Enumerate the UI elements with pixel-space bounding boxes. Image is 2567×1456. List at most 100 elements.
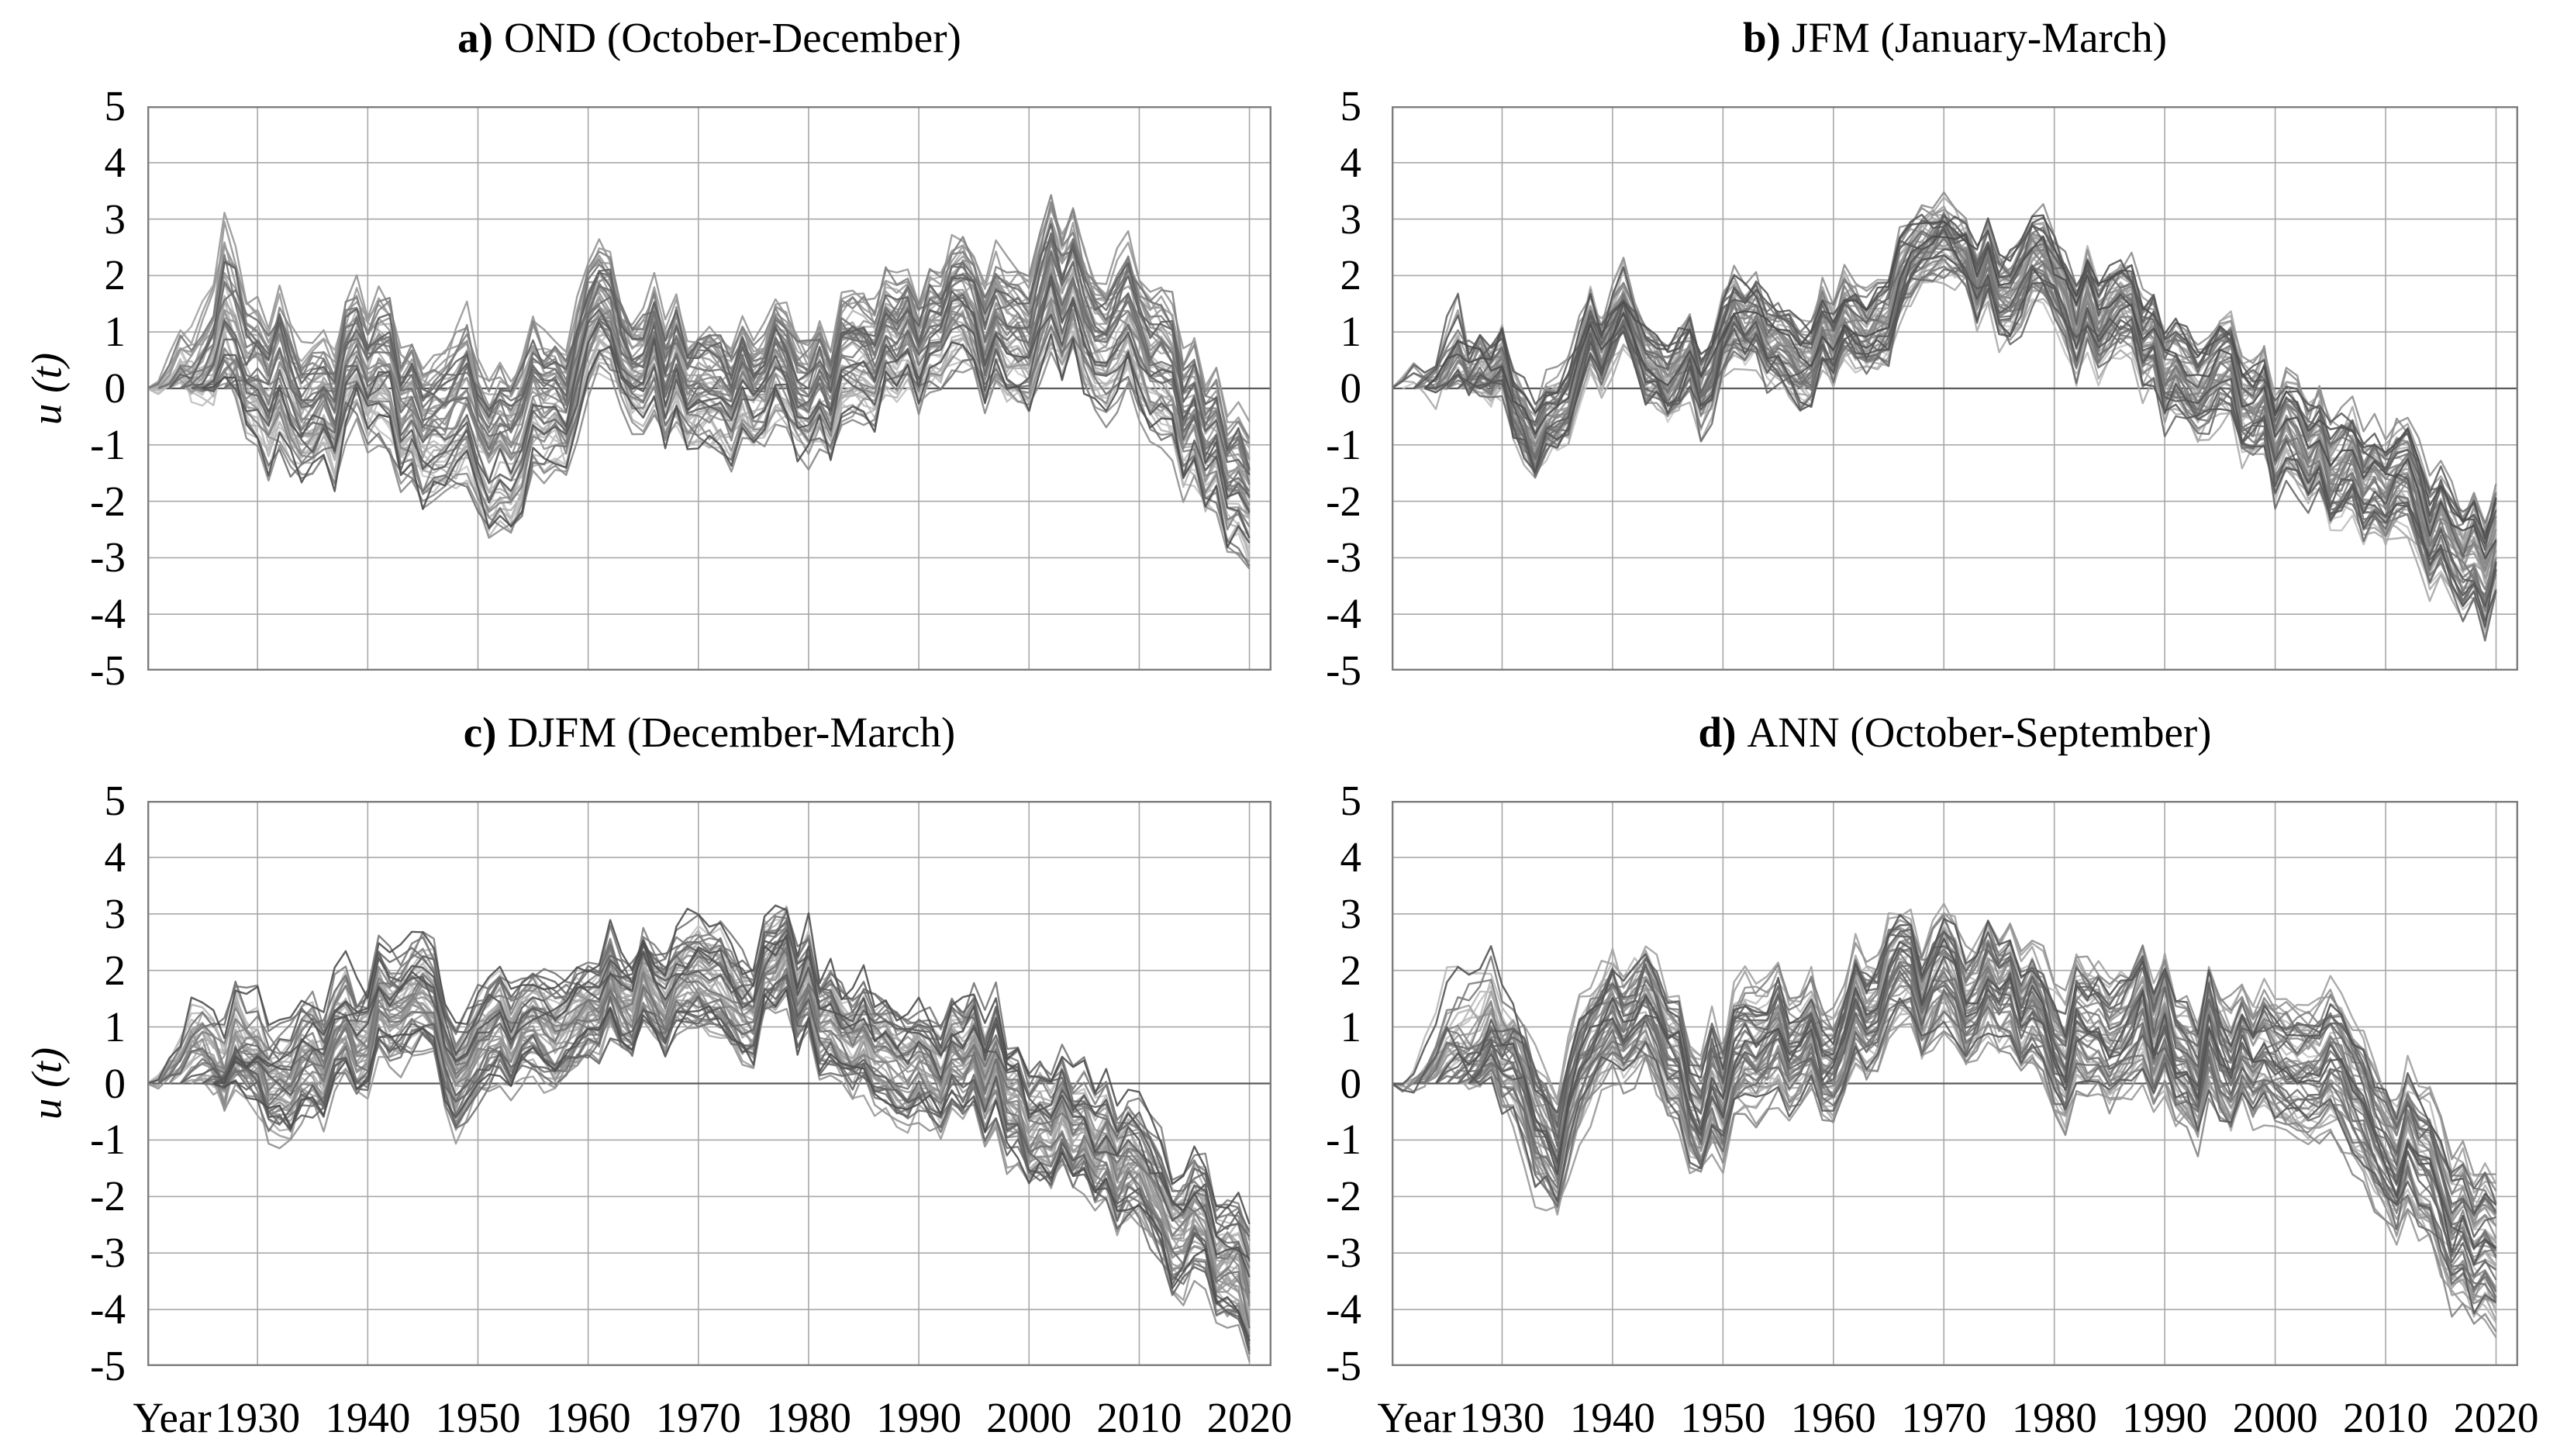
ensemble-member-line bbox=[1423, 233, 2497, 560]
panel-title-text-d: ANN (October-September) bbox=[1747, 709, 2212, 756]
ensemble-member-line bbox=[1457, 214, 2497, 534]
x-tick-label: 1970 bbox=[655, 1394, 741, 1441]
x-tick-label: 2010 bbox=[1096, 1394, 1182, 1441]
ensemble-member-line bbox=[168, 280, 1251, 512]
y-tick-label: 4 bbox=[1340, 833, 1362, 881]
y-tick-label: -1 bbox=[1326, 1116, 1361, 1164]
x-axis-year-label: Year bbox=[133, 1394, 212, 1441]
y-tick-label: 1 bbox=[1340, 308, 1362, 356]
ensemble-member-line bbox=[1413, 988, 2497, 1299]
ensemble-member-line bbox=[1468, 930, 2496, 1238]
ensemble-member-line bbox=[157, 909, 1251, 1231]
ensemble-member-line bbox=[212, 988, 1251, 1342]
ensemble-member-line bbox=[1403, 1010, 2497, 1324]
y-tick-label: -3 bbox=[1326, 1229, 1361, 1277]
panel-title-text-b: JFM (January-March) bbox=[1791, 14, 2168, 61]
y-tick-label: 5 bbox=[1340, 82, 1362, 129]
panel-title-a: a) OND (October-December) bbox=[147, 12, 1271, 64]
ensemble-member-line bbox=[157, 207, 1251, 443]
y-tick-label: 2 bbox=[104, 946, 126, 994]
x-tick-label: 1930 bbox=[215, 1394, 301, 1441]
x-tick-label: 2000 bbox=[2232, 1394, 2318, 1441]
x-tick-label: 1960 bbox=[1790, 1394, 1876, 1441]
y-tick-label: 0 bbox=[104, 1059, 126, 1107]
x-tick-label: 1970 bbox=[1901, 1394, 1987, 1441]
panel-title-text-c: DJFM (December-March) bbox=[507, 709, 956, 756]
ensemble-member-line bbox=[191, 309, 1251, 539]
ensemble-member-line bbox=[157, 913, 1251, 1233]
y-tick-label: 0 bbox=[104, 364, 126, 412]
ensemble-member-line bbox=[1457, 961, 2497, 1266]
x-tick-label: 1990 bbox=[2122, 1394, 2208, 1441]
y-tick-label: -1 bbox=[90, 420, 126, 468]
x-tick-label: 1930 bbox=[1459, 1394, 1545, 1441]
ensemble-member-line bbox=[223, 940, 1251, 1269]
ensemble-member-line bbox=[1468, 947, 2497, 1267]
x-tick-label: 2020 bbox=[2453, 1394, 2539, 1441]
plot-area-a-ond bbox=[147, 106, 1271, 671]
ensemble-member-line bbox=[168, 217, 1251, 461]
y-tick-label: -1 bbox=[90, 1116, 126, 1164]
y-tick-label: 3 bbox=[1340, 195, 1362, 243]
ensemble-member-line bbox=[213, 933, 1251, 1278]
panel-title-b: b) JFM (January-March) bbox=[1392, 12, 2518, 64]
y-tick-label: 4 bbox=[1340, 138, 1362, 186]
y-tick-label: -4 bbox=[1326, 590, 1361, 638]
ensemble-member-line bbox=[157, 261, 1251, 471]
y-tick-label: -2 bbox=[1326, 1172, 1361, 1220]
plot-area-c-djfm bbox=[147, 801, 1271, 1366]
x-tick-label: 1960 bbox=[545, 1394, 631, 1441]
x-tick-label: 1980 bbox=[765, 1394, 851, 1441]
panel-title-d: d) ANN (October-September) bbox=[1392, 707, 2518, 758]
ensemble-member-line bbox=[168, 945, 1251, 1299]
ensemble-member-line bbox=[202, 275, 1251, 513]
x-tick-label: 1980 bbox=[2011, 1394, 2097, 1441]
x-tick-label: 1950 bbox=[435, 1394, 521, 1441]
x-axis-year-label: Year bbox=[1377, 1394, 1456, 1441]
y-tick-label: -5 bbox=[90, 1342, 126, 1389]
ensemble-member-line bbox=[1446, 955, 2497, 1257]
y-tick-label: 5 bbox=[104, 82, 126, 129]
ensemble-member-line bbox=[223, 273, 1251, 492]
y-tick-label: 1 bbox=[104, 308, 126, 356]
ensemble-member-line bbox=[1435, 937, 2497, 1254]
plot-frame bbox=[1392, 106, 2518, 671]
y-tick-label: 0 bbox=[1340, 364, 1362, 412]
y-tick-label: -1 bbox=[1326, 420, 1361, 468]
y-tick-label: 1 bbox=[1340, 1002, 1362, 1051]
y-tick-label: -3 bbox=[90, 1229, 126, 1277]
y-tick-label: 3 bbox=[1340, 889, 1362, 937]
y-tick-label: 2 bbox=[1340, 251, 1362, 299]
ensemble-member-line bbox=[212, 906, 1251, 1241]
x-tick-label: 1950 bbox=[1680, 1394, 1766, 1441]
ensemble-member-line bbox=[1392, 997, 2497, 1315]
ensemble-member-line bbox=[180, 250, 1251, 499]
ensemble-member-line bbox=[168, 223, 1251, 470]
panel-title-c: c) DJFM (December-March) bbox=[147, 707, 1271, 758]
ensemble-member-line bbox=[202, 333, 1251, 549]
ensemble-member-line bbox=[157, 314, 1251, 558]
x-tick-label: 2020 bbox=[1206, 1394, 1292, 1441]
ensemble-member-line bbox=[157, 937, 1251, 1306]
y-tick-label: 2 bbox=[1340, 946, 1362, 994]
y-tick-label: -2 bbox=[1326, 477, 1361, 525]
y-tick-label: 3 bbox=[104, 195, 126, 243]
plot-frame bbox=[147, 106, 1271, 671]
ensemble-member-line bbox=[1424, 227, 2497, 628]
ensemble-member-line bbox=[224, 985, 1251, 1349]
y-tick-label: 5 bbox=[104, 777, 126, 824]
y-tick-label: -3 bbox=[1326, 533, 1361, 581]
y-tick-label: 4 bbox=[104, 138, 126, 186]
x-tick-label: 1940 bbox=[325, 1394, 411, 1441]
plot-area-b-jfm bbox=[1392, 106, 2518, 671]
y-tick-label: -2 bbox=[90, 1172, 126, 1220]
x-tick-label: 1940 bbox=[1569, 1394, 1655, 1441]
y-tick-label: -3 bbox=[90, 533, 126, 581]
y-tick-label: -5 bbox=[1326, 1342, 1361, 1389]
panel-tag-a: a) bbox=[457, 14, 493, 61]
y-tick-label: 5 bbox=[1340, 777, 1362, 824]
plot-area-d-ann bbox=[1392, 801, 2518, 1366]
ensemble-member-line bbox=[1392, 913, 2497, 1215]
ensemble-member-line bbox=[191, 232, 1251, 476]
